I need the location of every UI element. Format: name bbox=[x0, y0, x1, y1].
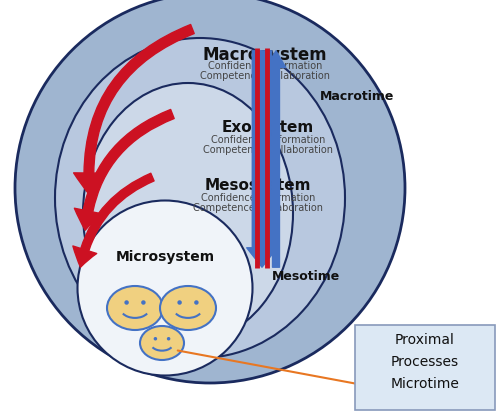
FancyArrowPatch shape bbox=[266, 51, 285, 267]
Text: Microsystem: Microsystem bbox=[116, 250, 214, 264]
FancyArrowPatch shape bbox=[246, 51, 278, 267]
Text: Confidence Information: Confidence Information bbox=[201, 193, 315, 203]
Text: Competence Collaboration: Competence Collaboration bbox=[200, 71, 330, 81]
Ellipse shape bbox=[55, 38, 345, 358]
Circle shape bbox=[154, 337, 157, 341]
Text: Proximal: Proximal bbox=[395, 333, 455, 347]
Text: Mesosystem: Mesosystem bbox=[205, 178, 311, 193]
FancyArrowPatch shape bbox=[73, 173, 154, 267]
Text: Microtime: Microtime bbox=[390, 377, 460, 391]
Text: Macrotime: Macrotime bbox=[320, 90, 394, 103]
Text: Exosystem: Exosystem bbox=[222, 120, 314, 135]
Circle shape bbox=[141, 300, 146, 305]
Text: Mesotime: Mesotime bbox=[272, 270, 340, 283]
FancyArrowPatch shape bbox=[74, 110, 174, 230]
Text: Confidence Information: Confidence Information bbox=[208, 61, 322, 71]
Ellipse shape bbox=[107, 286, 163, 330]
Text: Macrosystem: Macrosystem bbox=[202, 46, 328, 64]
Ellipse shape bbox=[15, 0, 405, 383]
Circle shape bbox=[194, 300, 198, 305]
Circle shape bbox=[124, 300, 129, 305]
Text: Competence Collaboration: Competence Collaboration bbox=[203, 145, 333, 155]
Ellipse shape bbox=[160, 286, 216, 330]
Ellipse shape bbox=[83, 83, 293, 343]
FancyBboxPatch shape bbox=[355, 325, 495, 410]
FancyArrowPatch shape bbox=[74, 25, 194, 195]
Text: Confidence Information: Confidence Information bbox=[211, 135, 325, 145]
Circle shape bbox=[178, 300, 182, 305]
Ellipse shape bbox=[78, 201, 252, 375]
Text: Processes: Processes bbox=[391, 355, 459, 369]
Text: Competence Collaboration: Competence Collaboration bbox=[193, 203, 323, 213]
Circle shape bbox=[167, 337, 170, 341]
Ellipse shape bbox=[140, 326, 184, 360]
